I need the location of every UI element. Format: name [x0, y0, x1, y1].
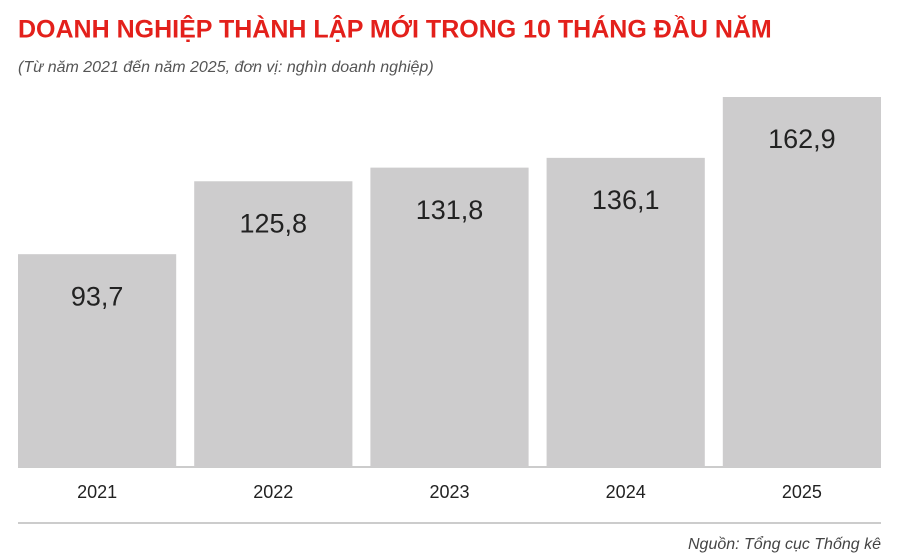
x-tick-label: 2024 [606, 482, 646, 502]
value-label: 136,1 [592, 185, 660, 215]
bar [546, 157, 705, 467]
value-label: 125,8 [240, 208, 308, 238]
bar [722, 97, 881, 467]
value-label: 131,8 [416, 195, 484, 225]
x-tick-label: 2021 [77, 482, 117, 502]
chart-subtitle: (Từ năm 2021 đến năm 2025, đơn vị: nghìn… [18, 59, 434, 76]
bar [370, 167, 529, 467]
bar [194, 181, 353, 467]
x-tick-label: 2022 [253, 482, 293, 502]
bar [18, 254, 177, 467]
value-label: 93,7 [71, 281, 124, 311]
x-tick-label: 2023 [429, 482, 469, 502]
value-label: 162,9 [768, 124, 836, 154]
x-tick-label: 2025 [782, 482, 822, 502]
chart-title: DOANH NGHIỆP THÀNH LẬP MỚI TRONG 10 THÁN… [18, 14, 772, 44]
source: Nguồn: Tổng cục Thống kê [688, 535, 881, 553]
